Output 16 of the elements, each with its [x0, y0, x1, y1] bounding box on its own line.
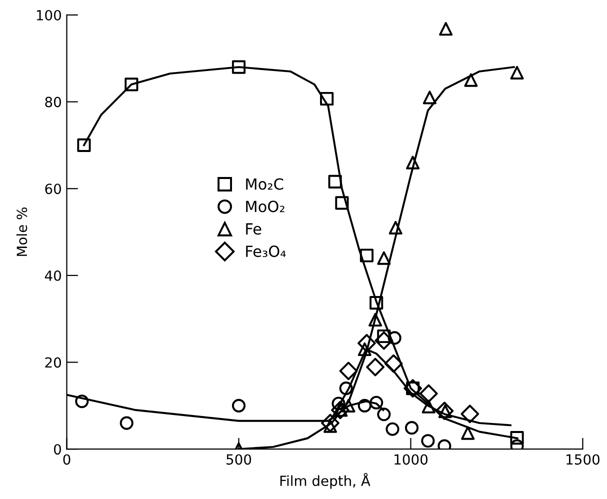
legend-label: Mo₂C	[246, 178, 284, 190]
y-tick-label: 0	[54, 444, 61, 455]
y-axis-title: Mole %	[16, 208, 28, 256]
x-tick-label: 1500	[566, 454, 600, 465]
x-tick-label: 0	[63, 454, 70, 465]
y-tick-label: 20	[45, 357, 61, 368]
x-axis-title: Film depth, Å	[280, 472, 370, 489]
y-tick-label: 60	[45, 184, 61, 194]
x-tick-label: 1000	[394, 454, 428, 465]
legend-label: MoO₂	[246, 200, 284, 212]
y-tick-label: 100	[36, 10, 61, 20]
y-tick-label: 40	[44, 270, 61, 281]
x-tick-label: 500	[226, 454, 252, 465]
y-tick-label: 80	[45, 96, 61, 108]
legend-label: Fe	[246, 223, 262, 235]
legend-label: Fe₃O₄	[246, 246, 286, 258]
